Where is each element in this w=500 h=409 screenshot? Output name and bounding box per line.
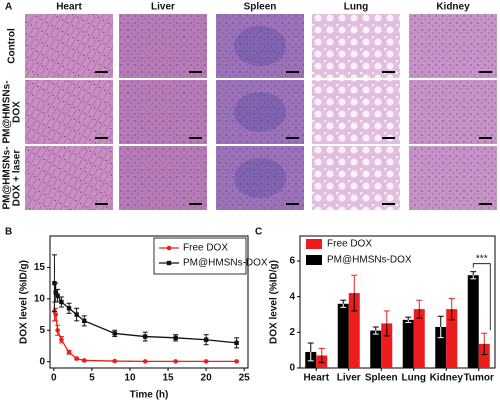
tissue-texture (25, 14, 113, 78)
data-point (173, 335, 178, 341)
legend-label: PM@HMSNs-DOX (327, 255, 412, 266)
data-point (74, 356, 79, 361)
data-point (234, 359, 239, 364)
tissue-texture (216, 146, 304, 210)
tissue-texture (119, 80, 207, 144)
x-axis-label: Time (h) (130, 390, 169, 401)
tissue-texture (119, 14, 207, 78)
bar (348, 293, 360, 368)
data-point (66, 349, 72, 355)
x-tick-label: 10 (124, 373, 136, 384)
tissue-texture (216, 80, 304, 144)
bar (370, 330, 382, 368)
bar (402, 319, 414, 368)
x-tick-label: Tumor (464, 373, 494, 384)
legend-swatch (306, 239, 322, 249)
tissue-texture (312, 146, 400, 210)
bar (413, 309, 425, 368)
row-label: PM@HMSNs- (2, 80, 13, 143)
y-axis-label: DOX level (%ID/g) (19, 260, 30, 344)
legend-marker (166, 245, 172, 251)
data-point (142, 334, 148, 339)
column-header: Heart (56, 2, 82, 13)
data-point (112, 331, 117, 336)
x-tick-label: 20 (201, 373, 213, 384)
data-point (53, 290, 58, 295)
bar (478, 343, 490, 368)
data-point (74, 312, 79, 317)
bar (337, 303, 349, 368)
panel-label: B (5, 227, 12, 238)
tissue-texture (409, 14, 497, 78)
significance-bracket (472, 263, 491, 331)
row-label: Control (7, 28, 18, 64)
legend-label: Free DOX (327, 239, 372, 250)
tissue-texture (312, 14, 400, 78)
x-tick-label: Heart (303, 373, 329, 384)
data-point (112, 358, 118, 364)
data-point (55, 327, 60, 333)
tissue-texture (312, 80, 400, 144)
tissue-texture (216, 14, 304, 78)
legend-label: PM@HMSNs-DOX (183, 258, 268, 269)
data-point (203, 359, 209, 364)
data-point (173, 359, 178, 364)
x-tick-label: Kidney (430, 373, 464, 384)
y-tick-label: 5 (39, 325, 45, 336)
legend-marker (166, 260, 172, 266)
column-header: Kidney (436, 2, 470, 13)
data-point (53, 312, 59, 317)
data-point (82, 318, 87, 324)
plot-frame (299, 235, 496, 369)
data-point (142, 359, 148, 364)
bar (446, 309, 458, 368)
bar (435, 326, 447, 368)
tissue-texture (409, 146, 497, 210)
y-tick-label: 0 (39, 356, 45, 367)
legend-box (153, 237, 247, 275)
y-tick-label: 0 (289, 363, 295, 374)
x-tick-label: 5 (89, 373, 95, 384)
bar (467, 275, 479, 368)
legend-swatch (306, 255, 322, 265)
tissue-texture (119, 146, 207, 210)
x-tick-label: Lung (402, 373, 426, 384)
x-tick-label: 15 (162, 373, 174, 384)
row-label: DOX + laser (12, 150, 23, 207)
panel-label: A (5, 2, 12, 13)
column-header: Liver (151, 2, 175, 13)
data-point (59, 337, 64, 343)
x-tick-label: Liver (337, 373, 361, 384)
y-tick-label: 6 (289, 256, 295, 267)
y-tick-label: 10 (34, 293, 46, 304)
y-tick-label: 4 (289, 291, 295, 302)
x-tick-label: 0 (51, 373, 57, 384)
annotation: *** (476, 253, 488, 264)
plot-frame (49, 235, 249, 369)
legend-label: Free DOX (183, 243, 228, 254)
tissue-texture (25, 146, 113, 210)
data-point (203, 337, 209, 342)
data-point (234, 340, 239, 346)
data-point (66, 306, 72, 311)
row-label: PM@HMSNs- (2, 146, 13, 209)
column-header: Lung (344, 2, 368, 13)
bar (381, 323, 393, 368)
data-point (59, 299, 64, 305)
y-tick-label: 15 (34, 262, 46, 273)
data-point (81, 358, 87, 363)
tissue-texture (409, 80, 497, 144)
column-header: Spleen (244, 2, 277, 13)
x-tick-label: Spleen (365, 373, 398, 384)
data-point (55, 293, 60, 298)
row-label: DOX (12, 101, 23, 123)
tissue-texture (25, 80, 113, 144)
y-tick-label: 2 (289, 327, 295, 338)
x-tick-label: 25 (239, 373, 251, 384)
y-axis-label: DOX level (%ID/g) (269, 260, 280, 344)
panel-label: C (255, 227, 262, 238)
